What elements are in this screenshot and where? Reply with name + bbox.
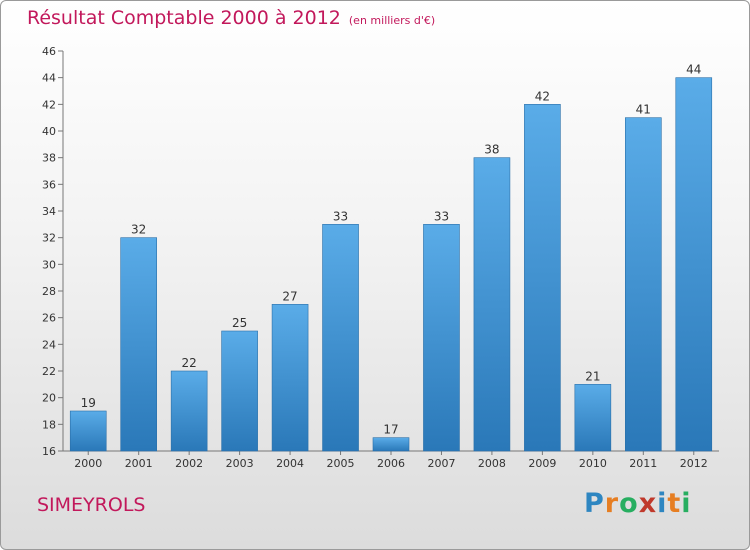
bar-2008 (473, 157, 511, 452)
x-tick-label: 2003 (226, 457, 254, 470)
data-label-2002: 22 (182, 356, 197, 370)
y-tick-label: 28 (42, 285, 56, 298)
y-tick-label: 38 (42, 152, 56, 165)
y-tick-label: 22 (42, 365, 56, 378)
logo-letter: P (584, 488, 605, 519)
bar-2004 (271, 304, 309, 452)
x-tick-label: 2001 (125, 457, 153, 470)
y-tick-label: 18 (42, 418, 56, 431)
x-tick-label: 2002 (175, 457, 203, 470)
x-tick-label: 2004 (276, 457, 304, 470)
logo-letter: r (604, 488, 620, 519)
logo-letter: i (657, 488, 668, 519)
bar-2000 (69, 410, 107, 452)
y-tick-label: 24 (42, 338, 56, 351)
x-tick-label: 2010 (579, 457, 607, 470)
y-tick-label: 44 (42, 72, 56, 85)
y-tick-label: 20 (42, 392, 56, 405)
logo-letter: t (667, 488, 682, 519)
proxiti-logo[interactable]: Proxiti (584, 488, 692, 519)
data-label-2006: 17 (383, 423, 398, 437)
y-tick-label: 30 (42, 258, 56, 271)
x-tick-label: 2007 (427, 457, 455, 470)
y-tick-label: 16 (42, 445, 56, 458)
bar-2010 (574, 384, 612, 452)
bar-2011 (625, 117, 662, 452)
y-tick-label: 40 (42, 125, 56, 138)
chart-subtitle: (en milliers d'€) (348, 14, 436, 27)
y-tick-label: 32 (42, 232, 56, 245)
x-tick-label: 2000 (74, 457, 102, 470)
x-tick-label: 2005 (327, 457, 355, 470)
data-label-2012: 44 (686, 63, 701, 77)
y-tick-label: 26 (42, 312, 56, 325)
x-tick-label: 2009 (528, 457, 556, 470)
bar-2006 (372, 437, 410, 452)
commune-name: SIMEYROLS (37, 494, 146, 516)
x-tick-label: 2008 (478, 457, 506, 470)
data-label-2009: 42 (535, 89, 550, 103)
data-label-2005: 33 (333, 209, 348, 223)
bar-2002 (170, 370, 208, 452)
bar-2001 (120, 237, 157, 452)
data-label-2008: 38 (484, 143, 499, 157)
data-label-2007: 33 (434, 209, 449, 223)
bar-2005 (322, 224, 359, 452)
y-tick-label: 34 (42, 205, 56, 218)
chart-bars: 19 32 22 25 27 33 17 33 38 42 21 41 44 (69, 63, 713, 452)
x-tick-label: 2011 (629, 457, 657, 470)
chart-title-text: Résultat Comptable 2000 à 2012 (27, 7, 341, 29)
data-label-2011: 41 (636, 103, 651, 117)
data-label-2003: 25 (232, 316, 247, 330)
bar-2009 (524, 104, 561, 452)
chart-title: Résultat Comptable 2000 à 2012 (en millie… (27, 7, 435, 29)
data-label-2000: 19 (81, 396, 96, 410)
x-tick-label: 2012 (680, 457, 708, 470)
bar-2007 (423, 224, 460, 452)
data-label-2004: 27 (282, 289, 297, 303)
data-label-2001: 32 (131, 223, 146, 237)
x-tick-label: 2006 (377, 457, 405, 470)
y-tick-label: 36 (42, 178, 56, 191)
y-tick-label: 46 (42, 45, 56, 58)
y-tick-label: 42 (42, 98, 56, 111)
logo-letter: x (638, 488, 658, 519)
logo-letter: i (681, 488, 692, 519)
data-label-2010: 21 (585, 369, 600, 383)
logo-letter: o (619, 488, 639, 519)
bar-2003 (221, 330, 258, 452)
bar-2012 (675, 77, 713, 452)
